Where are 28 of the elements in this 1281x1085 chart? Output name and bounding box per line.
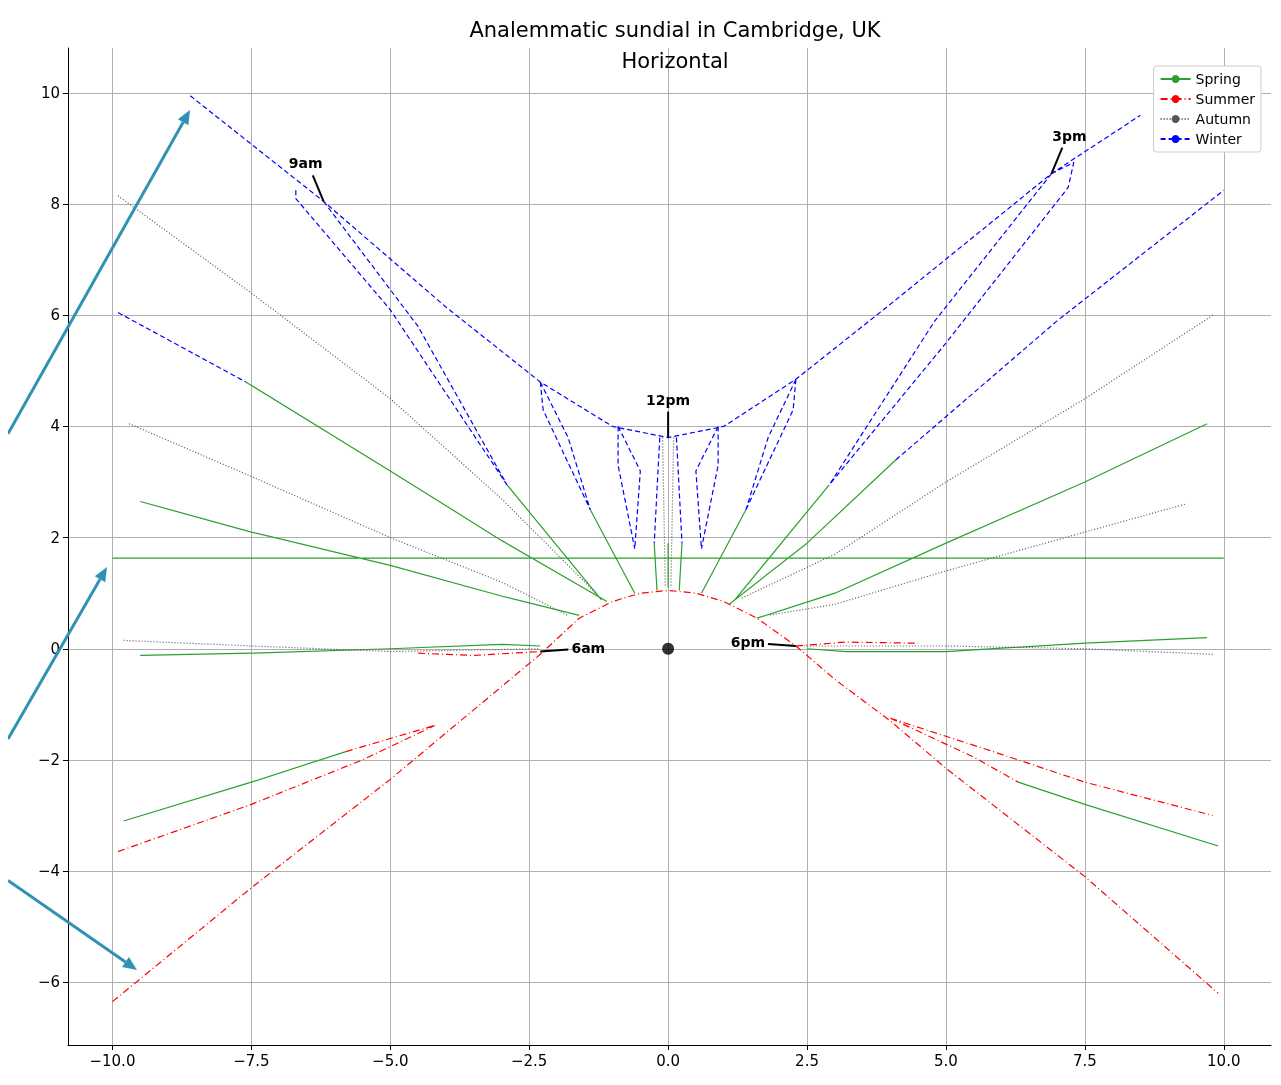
y-tick-label: 10 bbox=[40, 84, 60, 103]
x-tick-label: −2.5 bbox=[510, 1051, 548, 1070]
y-tick-label: −6 bbox=[37, 973, 60, 992]
legend-label: Spring bbox=[1195, 71, 1241, 87]
legend-label: Winter bbox=[1195, 131, 1242, 147]
chart-subtitle: Horizontal bbox=[621, 48, 729, 73]
annotation: 6am bbox=[571, 639, 606, 656]
annotation: 6pm bbox=[730, 633, 766, 650]
x-tick-label: −10.0 bbox=[89, 1051, 136, 1070]
x-tick-label: 2.5 bbox=[795, 1051, 819, 1070]
y-tick-label: 6 bbox=[50, 306, 60, 325]
x-tick-label: 0.0 bbox=[656, 1051, 681, 1070]
annotation: 12pm bbox=[646, 391, 691, 408]
y-tick-label: −2 bbox=[37, 750, 60, 769]
legend-label: Autumn bbox=[1195, 111, 1251, 127]
y-tick-label: 8 bbox=[50, 195, 60, 214]
x-tick-label: 10.0 bbox=[1207, 1051, 1241, 1070]
x-tick-label: 5.0 bbox=[934, 1051, 958, 1070]
y-tick-label: 4 bbox=[50, 417, 60, 436]
y-tick-label: −4 bbox=[37, 862, 60, 881]
legend-label: Summer bbox=[1195, 91, 1256, 107]
annotation: 3pm bbox=[1052, 127, 1087, 144]
x-tick-label: 7.5 bbox=[1072, 1051, 1097, 1070]
chart-title: Analemmatic sundial in Cambridge, UK bbox=[469, 17, 882, 42]
y-tick-label: 2 bbox=[50, 528, 60, 547]
x-tick-label: −7.5 bbox=[233, 1051, 270, 1070]
annotation: 9am bbox=[288, 155, 323, 172]
x-tick-label: −5.0 bbox=[372, 1051, 409, 1070]
